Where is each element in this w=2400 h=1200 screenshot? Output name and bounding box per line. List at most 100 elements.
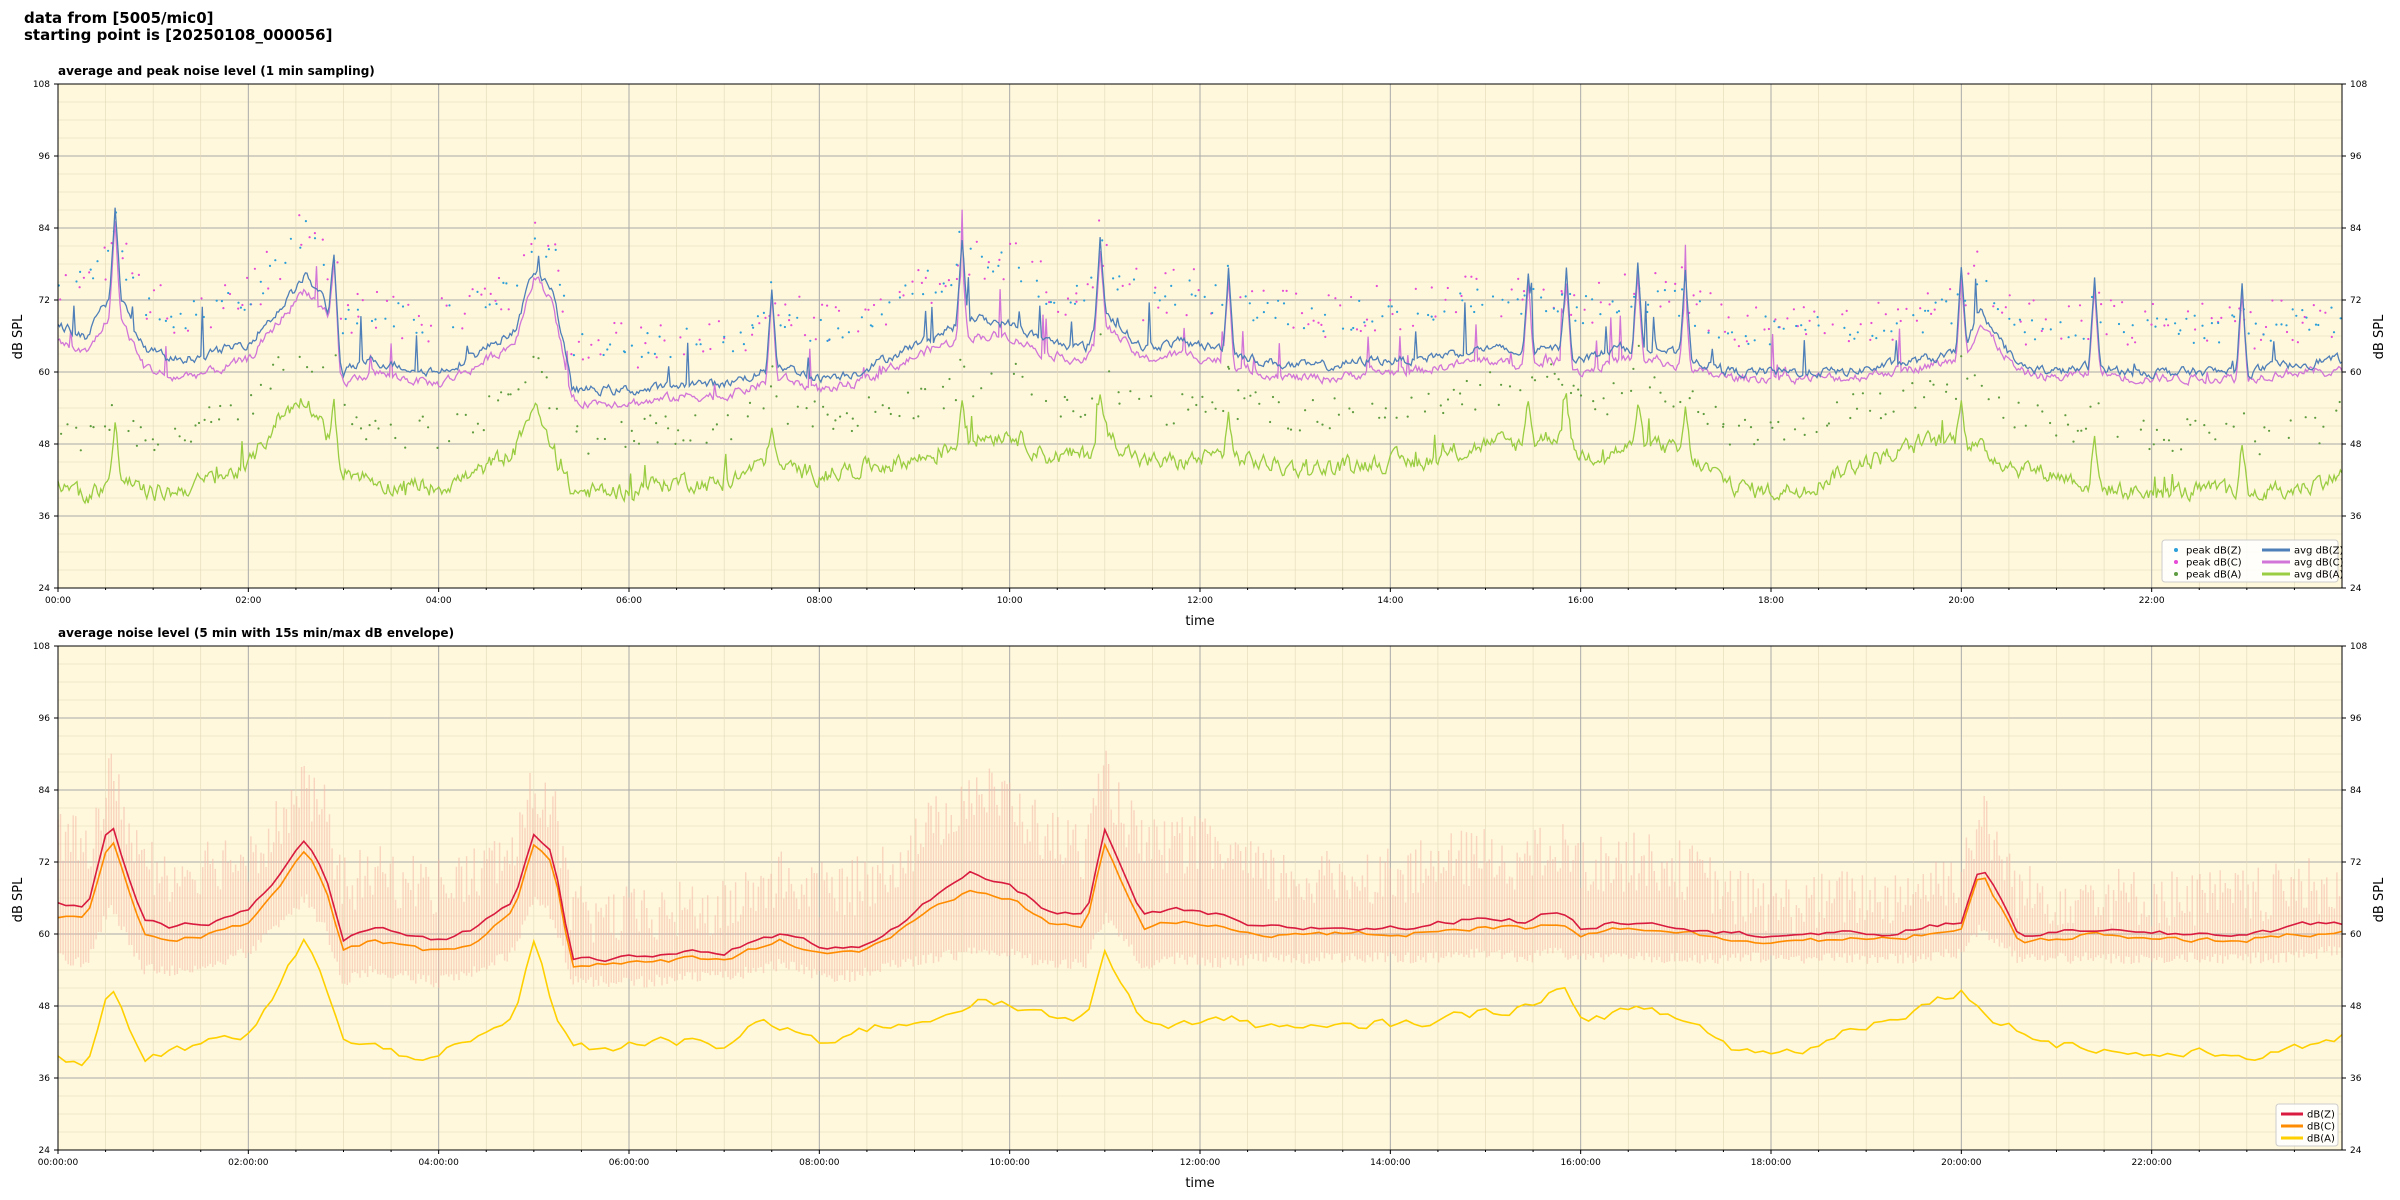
peak-dba-dot (183, 439, 186, 442)
peak-dbc-dot (920, 281, 924, 284)
peak-dba-dot (1606, 413, 1609, 416)
peak-dbz-dot (969, 247, 972, 250)
peak-dba-dot (1072, 410, 1075, 413)
peak-dbc-dot (864, 308, 867, 311)
peak-dba-dot (887, 407, 891, 410)
peak-dba-dot (1442, 411, 1445, 415)
peak-dbc-dot (357, 315, 360, 318)
peak-dbz-dot (274, 259, 277, 262)
x-axis-label: time (1185, 614, 1214, 629)
peak-dba-dot (1815, 430, 1818, 434)
peak-dba-dot (509, 393, 512, 396)
peak-dba-dot (746, 415, 749, 418)
peak-dbc-dot (2121, 301, 2124, 304)
peak-dbc-dot (1915, 319, 1918, 322)
peak-dba-dot (2072, 440, 2075, 443)
peak-dbc-dot (1813, 310, 1816, 313)
peak-dbc-dot (898, 290, 901, 294)
peak-dba-dot (624, 445, 627, 448)
peak-dba-dot (1533, 379, 1537, 382)
y-tick-label: 84 (2350, 224, 2362, 234)
peak-dbc-dot (1154, 286, 1157, 289)
peak-dbz-dot (421, 331, 424, 334)
peak-dbz-dot (370, 319, 374, 323)
peak-dbc-dot (2296, 341, 2299, 344)
peak-dbc-dot (1086, 283, 1089, 286)
peak-dba-dot (1945, 390, 1948, 393)
peak-dbz-dot (299, 246, 302, 249)
peak-dba-dot (805, 407, 808, 410)
peak-dba-dot (359, 427, 363, 430)
peak-dba-dot (1714, 405, 1717, 408)
peak-dba-dot (269, 387, 272, 390)
peak-dba-dot (1706, 422, 1709, 425)
legend-label: peak dB(A) (2186, 570, 2242, 581)
peak-dbz-dot (2305, 316, 2308, 319)
peak-dbc-dot (1091, 286, 1094, 289)
peak-dbz-dot (1194, 294, 1197, 297)
peak-dba-dot (418, 419, 421, 422)
peak-dbz-dot (722, 341, 725, 344)
peak-dbz-dot (739, 331, 742, 334)
y-tick-label: 72 (39, 296, 50, 306)
peak-dbc-dot (1460, 294, 1463, 298)
peak-dba-dot (194, 424, 197, 427)
peak-dbc-dot (1300, 312, 1304, 315)
peak-dbc-dot (744, 349, 747, 352)
peak-dbc-dot (246, 276, 249, 279)
peak-dbz-dot (1707, 331, 1710, 334)
y-tick-label: 108 (33, 80, 50, 90)
peak-dbz-dot (1871, 334, 1874, 337)
peak-dba-dot (2097, 402, 2100, 405)
peak-dba-dot (1439, 404, 1442, 407)
peak-dbc-dot (1720, 303, 1723, 306)
peak-dbz-dot (1252, 319, 1255, 322)
peak-dbz-dot (847, 331, 851, 334)
peak-dbz-dot (942, 282, 945, 285)
x-tick-label: 00:00:00 (38, 1158, 79, 1168)
peak-dba-dot (1269, 420, 1272, 424)
peak-dba-dot (2066, 423, 2070, 426)
peak-dba-dot (1861, 392, 1864, 395)
peak-dbz-dot (1153, 291, 1156, 294)
peak-dba-dot (1500, 383, 1503, 386)
peak-dba-dot (153, 448, 156, 452)
peak-dba-dot (1577, 388, 1580, 391)
peak-dba-dot (1987, 398, 1990, 401)
x-tick-label: 18:00 (1758, 596, 1784, 606)
peak-dba-dot (596, 437, 599, 440)
peak-dbz-dot (1049, 301, 1052, 304)
peak-dbz-dot (562, 294, 566, 297)
peak-dbc-dot (1464, 275, 1467, 278)
peak-dbc-dot (902, 294, 905, 297)
peak-dbc-dot (152, 289, 156, 292)
peak-dba-dot (1783, 438, 1786, 441)
peak-dbc-dot (2008, 294, 2011, 297)
peak-dbz-dot (262, 292, 265, 295)
peak-dbc-dot (812, 316, 816, 319)
peak-dbc-dot (2113, 304, 2116, 308)
peak-dba-dot (2214, 438, 2217, 441)
peak-dbc-dot (468, 294, 471, 298)
peak-dbc-dot (2109, 299, 2112, 302)
peak-dbz-dot (1459, 292, 1462, 295)
peak-dbz-dot (1174, 303, 1177, 306)
x-tick-label: 04:00 (426, 596, 452, 606)
x-tick-label: 06:00 (616, 596, 642, 606)
peak-dbc-dot (784, 303, 787, 306)
peak-dba-dot (135, 444, 138, 447)
y-tick-label: 108 (2350, 642, 2367, 652)
peak-dbc-dot (427, 340, 430, 343)
peak-dba-dot (1546, 375, 1549, 378)
peak-dbc-dot (82, 276, 85, 279)
peak-dbz-dot (259, 280, 262, 283)
peak-dbz-dot (1037, 295, 1040, 298)
peak-dbc-dot (764, 316, 767, 319)
peak-dba-dot (649, 414, 652, 417)
peak-dba-dot (942, 407, 945, 410)
peak-dba-dot (374, 419, 377, 422)
peak-dbz-dot (1387, 305, 1390, 308)
peak-dba-dot (1929, 380, 1932, 383)
peak-dbc-dot (577, 340, 581, 343)
peak-dbz-dot (1744, 335, 1747, 338)
